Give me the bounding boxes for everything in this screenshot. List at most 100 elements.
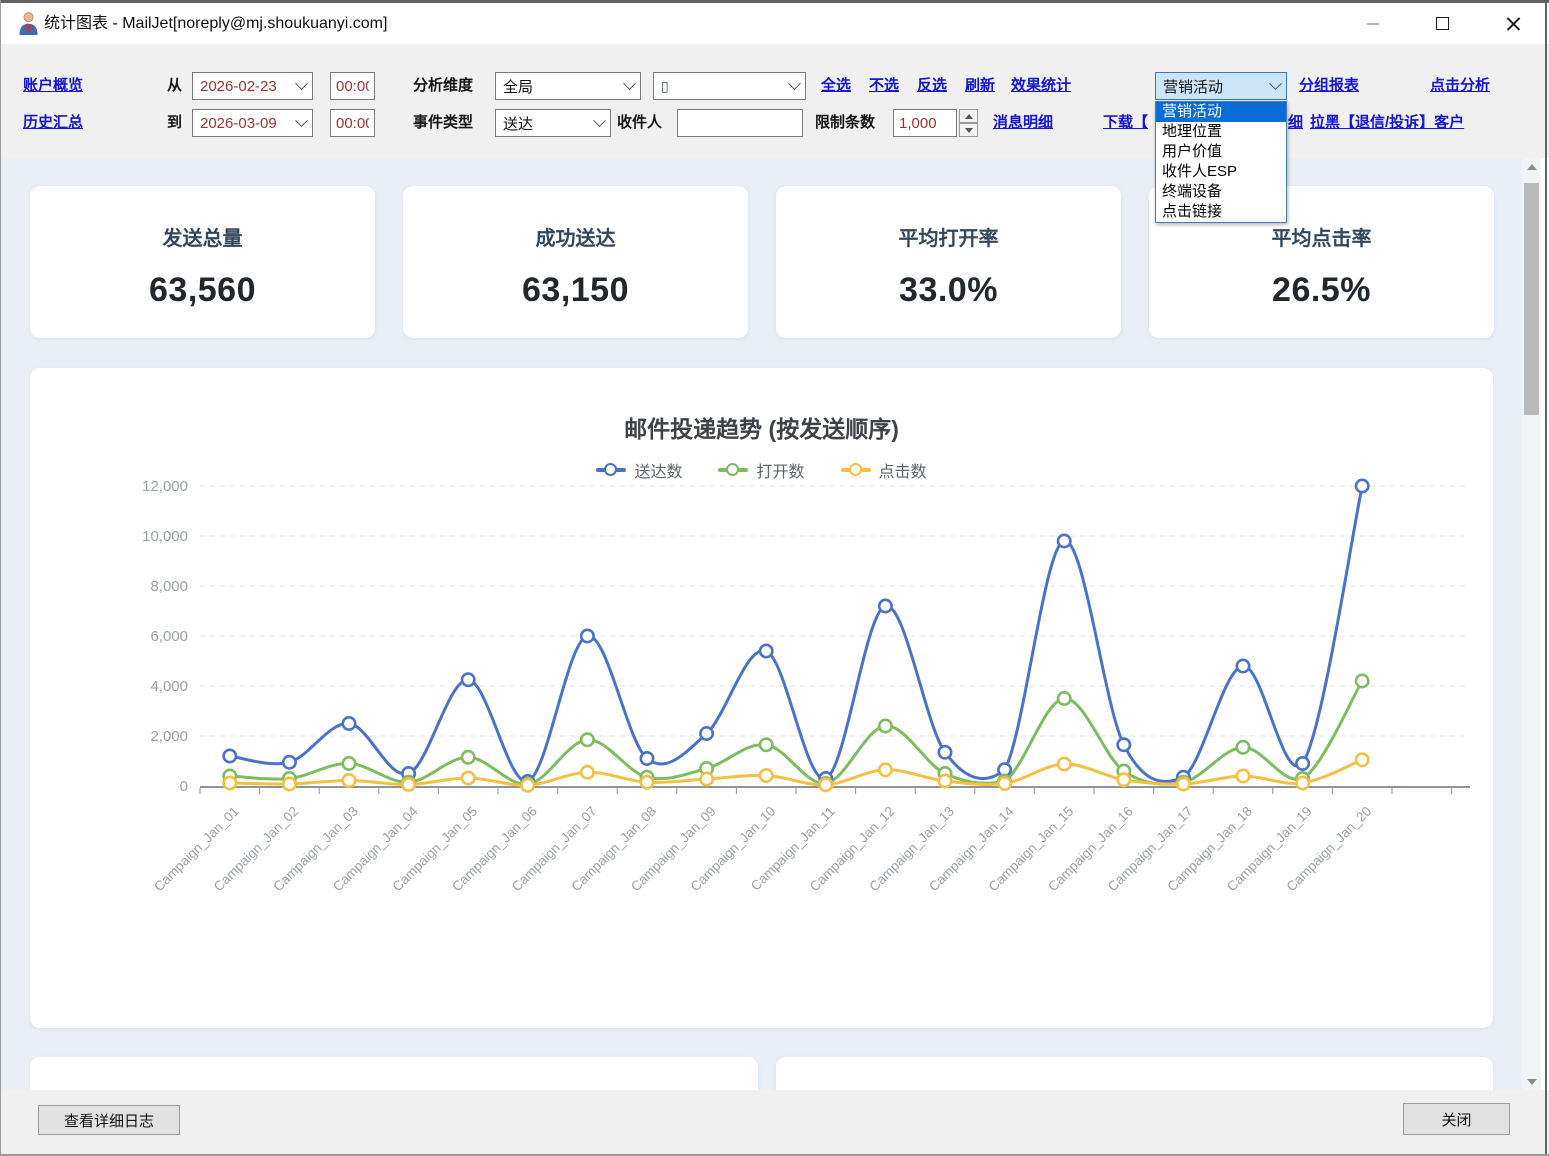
from-date-value: 2026-02-23	[200, 77, 277, 95]
limit-rows-label: 限制条数	[815, 114, 876, 131]
stat-label: 平均打开率	[898, 228, 999, 250]
svg-text:4,000: 4,000	[150, 678, 188, 695]
chart-card: 邮件投递趋势 (按发送顺序) 送达数 打开数 点击数 0 2,000 4,000 6,…	[30, 368, 1493, 1028]
window-border	[0, 0, 1549, 3]
event-type-label: 事件类型	[413, 114, 474, 131]
maximize-button[interactable]	[1419, 3, 1465, 44]
toolbar: 账户概览 历史汇总 从 2026-02-23 到 2026-03-09 分析维度…	[0, 44, 1549, 158]
legend-line-circle-icon	[596, 463, 627, 477]
group-dimension-combobox[interactable]: 营销活动	[1155, 72, 1287, 100]
dropdown-option-device[interactable]: 终端设备	[1162, 183, 1223, 200]
dropdown-option-geography[interactable]: 地理位置	[1162, 123, 1223, 140]
chevron-down-icon	[783, 73, 805, 99]
dropdown-option-click-link[interactable]: 点击链接	[1162, 203, 1223, 220]
download-link-tail[interactable]: 细	[1288, 114, 1304, 131]
dropdown-option-user-value[interactable]: 用户价值	[1162, 143, 1223, 160]
stat-value: 33.0%	[899, 271, 998, 309]
partial-card-bottom-left	[30, 1057, 758, 1090]
window-border	[0, 0, 1, 1156]
to-time-input[interactable]	[330, 109, 375, 137]
triangle-down-icon	[1526, 1078, 1537, 1085]
from-date-select[interactable]: 2026-02-23	[192, 72, 313, 100]
svg-text:10,000: 10,000	[142, 528, 188, 545]
view-detail-log-button[interactable]: 查看详细日志	[38, 1105, 180, 1135]
svg-text:6,000: 6,000	[150, 628, 188, 645]
invert-selection-link[interactable]: 反选	[917, 77, 948, 94]
legend-item-opens[interactable]: 打开数	[718, 458, 805, 482]
title-bar: 统计图表 - MailJet[noreply@mj.shoukuanyi.com…	[0, 3, 1549, 44]
footer-bar: 查看详细日志 关闭	[0, 1090, 1549, 1156]
refresh-link[interactable]: 刷新	[965, 77, 996, 94]
stat-value: 26.5%	[1272, 271, 1371, 309]
chevron-down-icon	[618, 73, 640, 99]
vertical-scrollbar[interactable]	[1522, 158, 1541, 1090]
from-time-input[interactable]	[330, 72, 375, 100]
stat-card-sent-total: 发送总量 63,560	[30, 186, 375, 338]
stat-card-open-rate: 平均打开率 33.0%	[776, 186, 1121, 338]
chart-title: 邮件投递趋势 (按发送顺序)	[624, 416, 899, 442]
to-date-select[interactable]: 2026-03-09	[192, 109, 313, 137]
triangle-up-icon	[1526, 163, 1537, 170]
account-overview-link[interactable]: 账户概览	[23, 77, 84, 94]
download-link[interactable]: 下载【	[1103, 114, 1149, 131]
history-summary-link[interactable]: 历史汇总	[23, 114, 84, 131]
svg-text:0: 0	[180, 778, 188, 795]
legend-label: 送达数	[634, 464, 683, 481]
message-detail-link[interactable]: 消息明细	[993, 114, 1054, 131]
scroll-down-button[interactable]	[1522, 1073, 1541, 1090]
minimize-button[interactable]	[1350, 3, 1396, 44]
event-type-select[interactable]: 送达	[495, 109, 611, 137]
dropdown-option-recipient-esp[interactable]: 收件人ESP	[1162, 163, 1238, 180]
group-dimension-dropdown-list: 营销活动 地理位置 用户价值 收件人ESP 终端设备 点击链接	[1155, 101, 1287, 223]
select-none-link[interactable]: 不选	[869, 77, 900, 94]
chart-legend: 送达数 打开数 点击数	[30, 458, 1493, 482]
recipient-label: 收件人	[617, 114, 663, 131]
analysis-dimension-value: 全局	[503, 78, 534, 96]
limit-rows-input[interactable]	[893, 109, 957, 137]
triangle-down-icon	[964, 127, 973, 133]
legend-item-clicks[interactable]: 点击数	[840, 458, 927, 482]
chevron-down-icon	[290, 73, 312, 99]
spinner-up-button[interactable]	[959, 109, 978, 123]
spinner-down-button[interactable]	[959, 123, 978, 137]
effect-stats-link[interactable]: 效果统计	[1011, 77, 1072, 94]
limit-spinner	[959, 109, 978, 137]
chevron-down-icon	[588, 110, 610, 136]
svg-text:2,000: 2,000	[150, 728, 188, 745]
chevron-down-icon	[290, 110, 312, 136]
blacklist-bounce-complaint-link[interactable]: 拉黑【退信/投诉】客户	[1310, 114, 1465, 131]
stat-value: 63,560	[149, 271, 256, 309]
svg-text:12,000: 12,000	[142, 478, 188, 495]
select-all-link[interactable]: 全选	[821, 77, 852, 94]
group-report-link[interactable]: 分组报表	[1299, 77, 1360, 94]
sub-dimension-value: ▯	[661, 77, 669, 94]
window-border	[0, 1154, 1549, 1156]
to-date-value: 2026-03-09	[200, 114, 277, 132]
event-type-value: 送达	[503, 115, 534, 133]
click-analysis-link[interactable]: 点击分析	[1430, 77, 1491, 94]
stat-label: 成功送达	[535, 228, 616, 250]
sub-dimension-combobox[interactable]: ▯	[653, 72, 806, 100]
close-window-button[interactable]	[1490, 3, 1536, 44]
triangle-up-icon	[964, 113, 973, 119]
stat-value: 63,150	[522, 271, 629, 309]
legend-label: 打开数	[756, 464, 805, 481]
partial-card-bottom-right	[776, 1057, 1493, 1090]
close-icon	[1505, 15, 1522, 32]
person-avatar-icon	[19, 12, 38, 35]
stat-label: 平均点击率	[1271, 228, 1372, 250]
legend-line-circle-icon	[840, 463, 871, 477]
analysis-dimension-label: 分析维度	[413, 77, 474, 94]
scrollbar-thumb[interactable]	[1524, 183, 1539, 415]
from-label: 从	[167, 77, 183, 94]
analysis-dimension-select[interactable]: 全局	[495, 72, 641, 100]
legend-line-circle-icon	[718, 463, 749, 477]
group-dimension-value: 营销活动	[1163, 78, 1224, 96]
scroll-up-button[interactable]	[1522, 158, 1541, 175]
recipient-input[interactable]	[677, 109, 803, 137]
dropdown-option-campaign[interactable]: 营销活动	[1156, 102, 1286, 122]
close-dialog-button[interactable]: 关闭	[1403, 1103, 1510, 1135]
stat-label: 发送总量	[162, 228, 243, 250]
main-content: 发送总量 63,560 成功送达 63,150 平均打开率 33.0% 平均点击…	[0, 158, 1541, 1090]
legend-item-delivered[interactable]: 送达数	[596, 458, 682, 482]
